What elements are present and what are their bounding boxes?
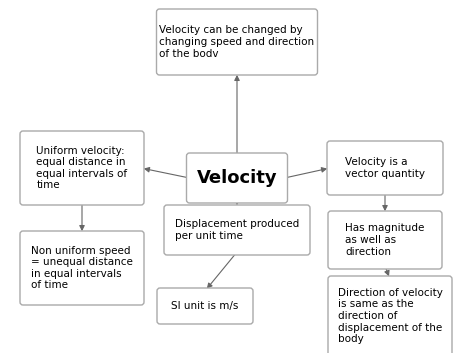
FancyBboxPatch shape bbox=[186, 153, 288, 203]
FancyBboxPatch shape bbox=[20, 231, 144, 305]
FancyBboxPatch shape bbox=[164, 205, 310, 255]
Text: SI unit is m/s: SI unit is m/s bbox=[171, 301, 239, 311]
FancyBboxPatch shape bbox=[20, 131, 144, 205]
FancyBboxPatch shape bbox=[328, 276, 452, 353]
Text: Direction of velocity
is same as the
direction of
displacement of the
body: Direction of velocity is same as the dir… bbox=[337, 288, 442, 344]
Text: Has magnitude
as well as
direction: Has magnitude as well as direction bbox=[346, 223, 425, 257]
Text: Displacement produced
per unit time: Displacement produced per unit time bbox=[175, 219, 299, 241]
FancyBboxPatch shape bbox=[157, 288, 253, 324]
Text: Velocity can be changed by
changing speed and direction
of the bodv: Velocity can be changed by changing spee… bbox=[159, 25, 315, 59]
FancyBboxPatch shape bbox=[156, 9, 318, 75]
Text: Velocity: Velocity bbox=[197, 169, 277, 187]
FancyBboxPatch shape bbox=[328, 211, 442, 269]
Text: Velocity is a
vector quantity: Velocity is a vector quantity bbox=[345, 157, 425, 179]
Text: Non uniform speed
= unequal distance
in equal intervals
of time: Non uniform speed = unequal distance in … bbox=[31, 246, 133, 291]
FancyBboxPatch shape bbox=[327, 141, 443, 195]
Text: Uniform velocity:
equal distance in
equal intervals of
time: Uniform velocity: equal distance in equa… bbox=[36, 145, 128, 190]
